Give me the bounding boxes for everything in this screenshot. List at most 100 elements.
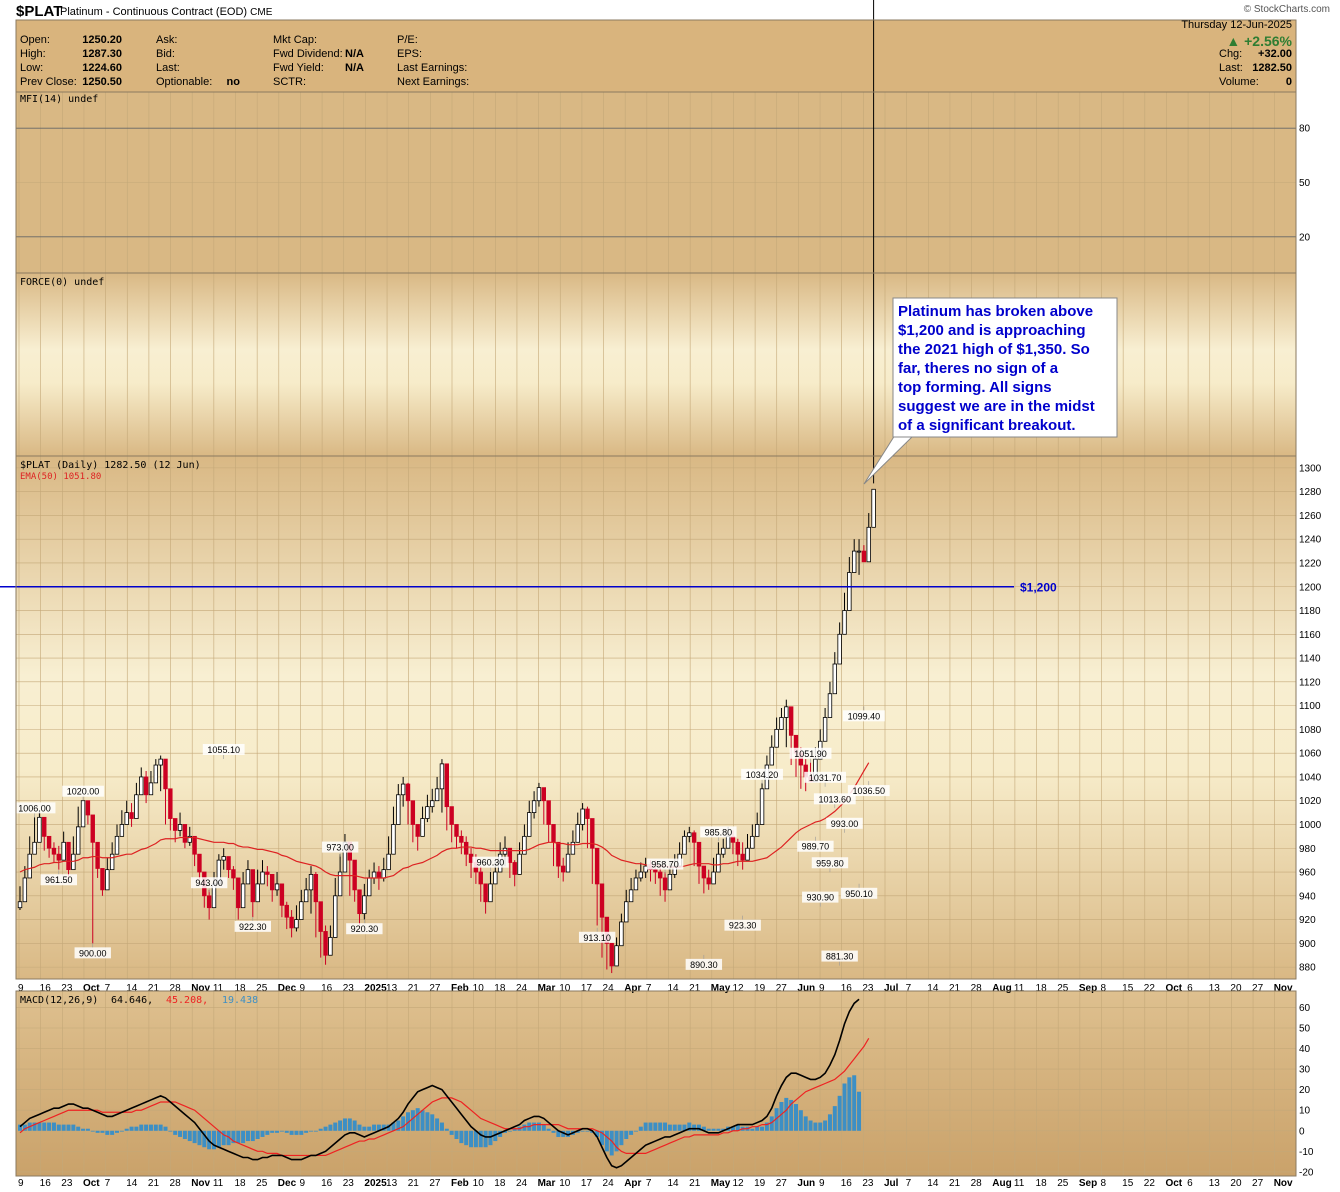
macd-histogram-bar: [701, 1126, 706, 1131]
candle-body: [832, 663, 837, 695]
macd-histogram-bar: [595, 1130, 600, 1137]
macd-histogram-bar: [692, 1124, 697, 1131]
macd-x-tick-label: 18: [1036, 1178, 1048, 1189]
quote-value: N/A: [345, 62, 364, 74]
macd-histogram-bar: [580, 1130, 585, 1132]
candle-body: [240, 883, 246, 909]
macd-x-tick-label: 21: [148, 1178, 160, 1189]
callout-line: Platinum has broken above: [898, 303, 1093, 320]
macd-x-tick-label: 9: [299, 1178, 305, 1189]
callout-line: of a significant breakout.: [898, 417, 1076, 434]
quote-value: 1250.20: [82, 34, 122, 46]
price-title-text: $PLAT (Daily) 1282.50 (12 Jun): [20, 460, 201, 471]
candle-body: [265, 871, 270, 875]
upper-frame: [15, 19, 1297, 980]
candle-body: [667, 874, 673, 891]
macd-histogram-bar: [85, 1128, 90, 1131]
macd-histogram-bar: [236, 1130, 241, 1144]
macd-histogram-bar: [503, 1130, 507, 1133]
macd-histogram-bar: [66, 1124, 71, 1131]
stockcharts-logo[interactable]: © StockCharts.com: [1243, 4, 1330, 15]
candle-body: [536, 787, 542, 802]
callout-line: $1,200 and is approaching: [898, 322, 1086, 339]
quote-value: 1287.30: [82, 48, 122, 60]
macd-histogram-bar: [837, 1095, 842, 1131]
candle-body: [493, 871, 498, 885]
x-tick-label: Nov: [1274, 983, 1293, 994]
price-y-tick-label: 1260: [1299, 511, 1322, 522]
candle-body: [425, 806, 430, 819]
ema-line: [19, 762, 870, 879]
price-y-tick-label: 1180: [1299, 606, 1321, 617]
macd-histogram-bar: [134, 1126, 139, 1131]
macd-histogram-bar: [629, 1130, 634, 1135]
candle-body: [27, 853, 32, 879]
macd-histogram-bar: [347, 1118, 352, 1131]
candle-body: [517, 853, 522, 875]
x-tick-label: 18: [1036, 983, 1048, 994]
candle-body: [721, 847, 726, 855]
macd-histogram-bar: [105, 1130, 110, 1135]
macd-x-tick-label: Sep: [1079, 1178, 1097, 1189]
macd-histogram-bar: [182, 1130, 187, 1139]
candle-body: [696, 841, 702, 867]
macd-histogram-bar: [187, 1130, 192, 1142]
price-y-tick-label: 1000: [1299, 820, 1322, 831]
swing-label: 1031.70: [809, 773, 842, 783]
quote-value: 1224.60: [82, 62, 122, 74]
macd-histogram-bar: [18, 1124, 22, 1131]
candle-body: [236, 877, 241, 909]
candle-body: [158, 758, 163, 766]
macd-y-tick-label: 0: [1299, 1126, 1305, 1137]
x-tick-label: 9: [299, 983, 305, 994]
swing-label: 913.10: [583, 933, 611, 943]
macd-histogram-bar: [47, 1122, 52, 1131]
macd-histogram-bar: [144, 1124, 149, 1131]
candle-body: [226, 856, 231, 871]
callout-line: suggest we are in the midst: [898, 398, 1095, 415]
macd-histogram-bar: [633, 1130, 638, 1132]
quote-label: Fwd Yield:: [273, 62, 324, 74]
swing-label-bg: [840, 887, 878, 899]
candle-body: [454, 824, 459, 837]
macd-x-tick-label: 15: [1122, 1178, 1134, 1189]
candle-body: [105, 869, 110, 891]
quote-label: Last:: [156, 62, 180, 74]
price-y-tick-label: 880: [1299, 963, 1316, 974]
candle-body: [847, 572, 852, 611]
candle-body: [66, 841, 71, 871]
candle-body: [148, 782, 154, 796]
symbol-title: $PLAT: [16, 3, 63, 20]
macd-x-tick-label: 27: [429, 1178, 441, 1189]
macd-y-tick-label: 60: [1299, 1003, 1311, 1014]
candle-body: [716, 853, 721, 873]
macd-histogram-bar: [216, 1130, 221, 1148]
swing-label: 1051.90: [794, 749, 827, 759]
candle-body: [658, 871, 663, 879]
quote-date: Thursday 12-Jun-2025: [1181, 19, 1292, 31]
x-tick-label: Apr: [624, 983, 641, 994]
candle-body: [95, 841, 100, 869]
macd-histogram-bar: [270, 1130, 275, 1133]
macd-histogram-bar: [556, 1130, 561, 1137]
macd-histogram-bar: [415, 1108, 420, 1131]
candle-body: [619, 921, 624, 947]
macd-x-tick-label: 8: [1101, 1178, 1107, 1189]
macd-histogram-bar: [478, 1130, 483, 1148]
swing-label: 985.80: [705, 827, 733, 837]
macd-x-tick-label: 10: [559, 1178, 571, 1189]
candle-body: [575, 824, 580, 843]
macd-histogram-bar: [619, 1130, 624, 1146]
x-tick-label: 7: [646, 983, 652, 994]
macd-histogram-bar: [464, 1130, 469, 1146]
quote-label: EPS:: [397, 48, 423, 60]
candle-body: [109, 853, 115, 871]
macd-histogram-bar: [648, 1122, 653, 1131]
x-tick-label: 21: [689, 983, 701, 994]
quote-value: 1250.50: [82, 76, 122, 88]
candle-body: [852, 550, 857, 573]
candle-body: [396, 794, 401, 825]
macd-histogram-bar: [328, 1124, 333, 1131]
candle-body: [61, 841, 66, 861]
